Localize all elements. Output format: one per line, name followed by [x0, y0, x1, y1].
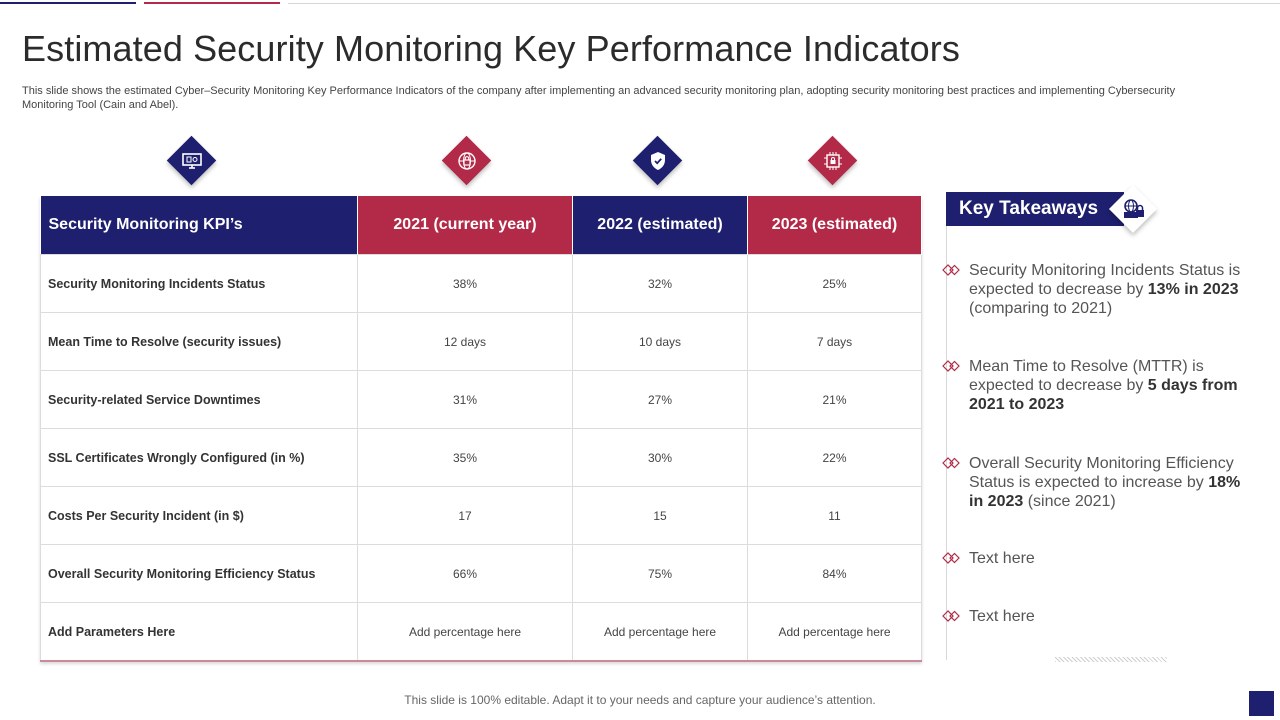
- table-row: Add Parameters Here Add percentage here …: [40, 602, 922, 662]
- corner-square-decoration: [1249, 691, 1274, 716]
- table-row: Costs Per Security Incident (in $) 17 15…: [40, 486, 922, 545]
- page-title: Estimated Security Monitoring Key Perfor…: [22, 28, 960, 69]
- value-2021: 35%: [357, 428, 573, 487]
- kpi-label: Security-related Service Downtimes: [40, 370, 358, 429]
- kpi-label: Costs Per Security Incident (in $): [40, 486, 358, 545]
- takeaway-text: Overall Security Monitoring Efficiency S…: [969, 455, 1241, 510]
- accent-segment-grey: [288, 3, 1280, 4]
- value-2022: 32%: [572, 254, 748, 313]
- value-2021: 66%: [357, 544, 573, 603]
- year-2021-column-icon: [441, 135, 492, 186]
- value-2022: 27%: [572, 370, 748, 429]
- globe-monitor-lock-icon: [1124, 199, 1144, 218]
- table-row: Overall Security Monitoring Efficiency S…: [40, 544, 922, 603]
- takeaway-text: Text here: [969, 550, 1035, 567]
- year-2022-column-icon: [632, 135, 683, 186]
- value-2022: Add percentage here: [572, 602, 748, 662]
- value-2023: Add percentage here: [747, 602, 922, 662]
- header-2023: 2023 (estimated): [747, 196, 922, 255]
- value-2023: 7 days: [747, 312, 922, 371]
- double-diamond-bullet-icon: [942, 610, 960, 622]
- value-2021: 38%: [357, 254, 573, 313]
- value-2022: 30%: [572, 428, 748, 487]
- kpi-label: Add Parameters Here: [40, 602, 358, 662]
- kpi-label: Security Monitoring Incidents Status: [40, 254, 358, 313]
- double-diamond-bullet-icon: [942, 264, 960, 276]
- kpi-table: Security Monitoring KPI’s 2021 (current …: [40, 196, 922, 662]
- takeaway-text: Text here: [969, 608, 1035, 625]
- accent-segment-red: [144, 2, 280, 4]
- double-diamond-bullet-icon: [942, 457, 960, 469]
- table-row: Security-related Service Downtimes 31% 2…: [40, 370, 922, 429]
- key-takeaways-icon-box: [1108, 184, 1160, 236]
- value-2021: 12 days: [357, 312, 573, 371]
- takeaway-text: Security Monitoring Incidents Status is …: [969, 262, 1241, 317]
- kpi-label: Mean Time to Resolve (security issues): [40, 312, 358, 371]
- kpi-label: Overall Security Monitoring Efficiency S…: [40, 544, 358, 603]
- shield-check-icon: [651, 152, 665, 170]
- table-row: Security Monitoring Incidents Status 38%…: [40, 254, 922, 313]
- table-row: SSL Certificates Wrongly Configured (in …: [40, 428, 922, 487]
- table-row: Mean Time to Resolve (security issues) 1…: [40, 312, 922, 371]
- globe-lock-icon: [458, 152, 476, 170]
- computer-monitor-icon: [182, 153, 202, 169]
- value-2022: 15: [572, 486, 748, 545]
- top-accent-bar: [0, 0, 1280, 6]
- double-diamond-bullet-icon: [942, 552, 960, 564]
- value-2021: Add percentage here: [357, 602, 573, 662]
- table-header-row: Security Monitoring KPI’s 2021 (current …: [40, 196, 922, 255]
- value-2021: 31%: [357, 370, 573, 429]
- key-takeaways-panel: [946, 196, 1169, 660]
- value-2023: 25%: [747, 254, 922, 313]
- value-2023: 21%: [747, 370, 922, 429]
- double-diamond-bullet-icon: [942, 360, 960, 372]
- footer-note: This slide is 100% editable. Adapt it to…: [404, 693, 876, 707]
- header-2022: 2022 (estimated): [572, 196, 748, 255]
- value-2022: 10 days: [572, 312, 748, 371]
- value-2023: 22%: [747, 428, 922, 487]
- page-subtitle: This slide shows the estimated Cyber–Sec…: [22, 85, 1176, 111]
- kpi-column-icon: [166, 135, 217, 186]
- chip-lock-icon: [824, 152, 842, 170]
- header-2021: 2021 (current year): [357, 196, 573, 255]
- value-2021: 17: [357, 486, 573, 545]
- takeaway-text: Mean Time to Resolve (MTTR) is expected …: [969, 358, 1238, 413]
- value-2022: 75%: [572, 544, 748, 603]
- header-kpi: Security Monitoring KPI’s: [40, 196, 358, 255]
- value-2023: 84%: [747, 544, 922, 603]
- kpi-label: SSL Certificates Wrongly Configured (in …: [40, 428, 358, 487]
- value-2023: 11: [747, 486, 922, 545]
- year-2023-column-icon: [807, 135, 858, 186]
- key-takeaways-title: Key Takeaways: [946, 192, 1124, 226]
- panel-hatch-decoration: [1055, 657, 1167, 662]
- accent-segment-navy: [0, 2, 136, 4]
